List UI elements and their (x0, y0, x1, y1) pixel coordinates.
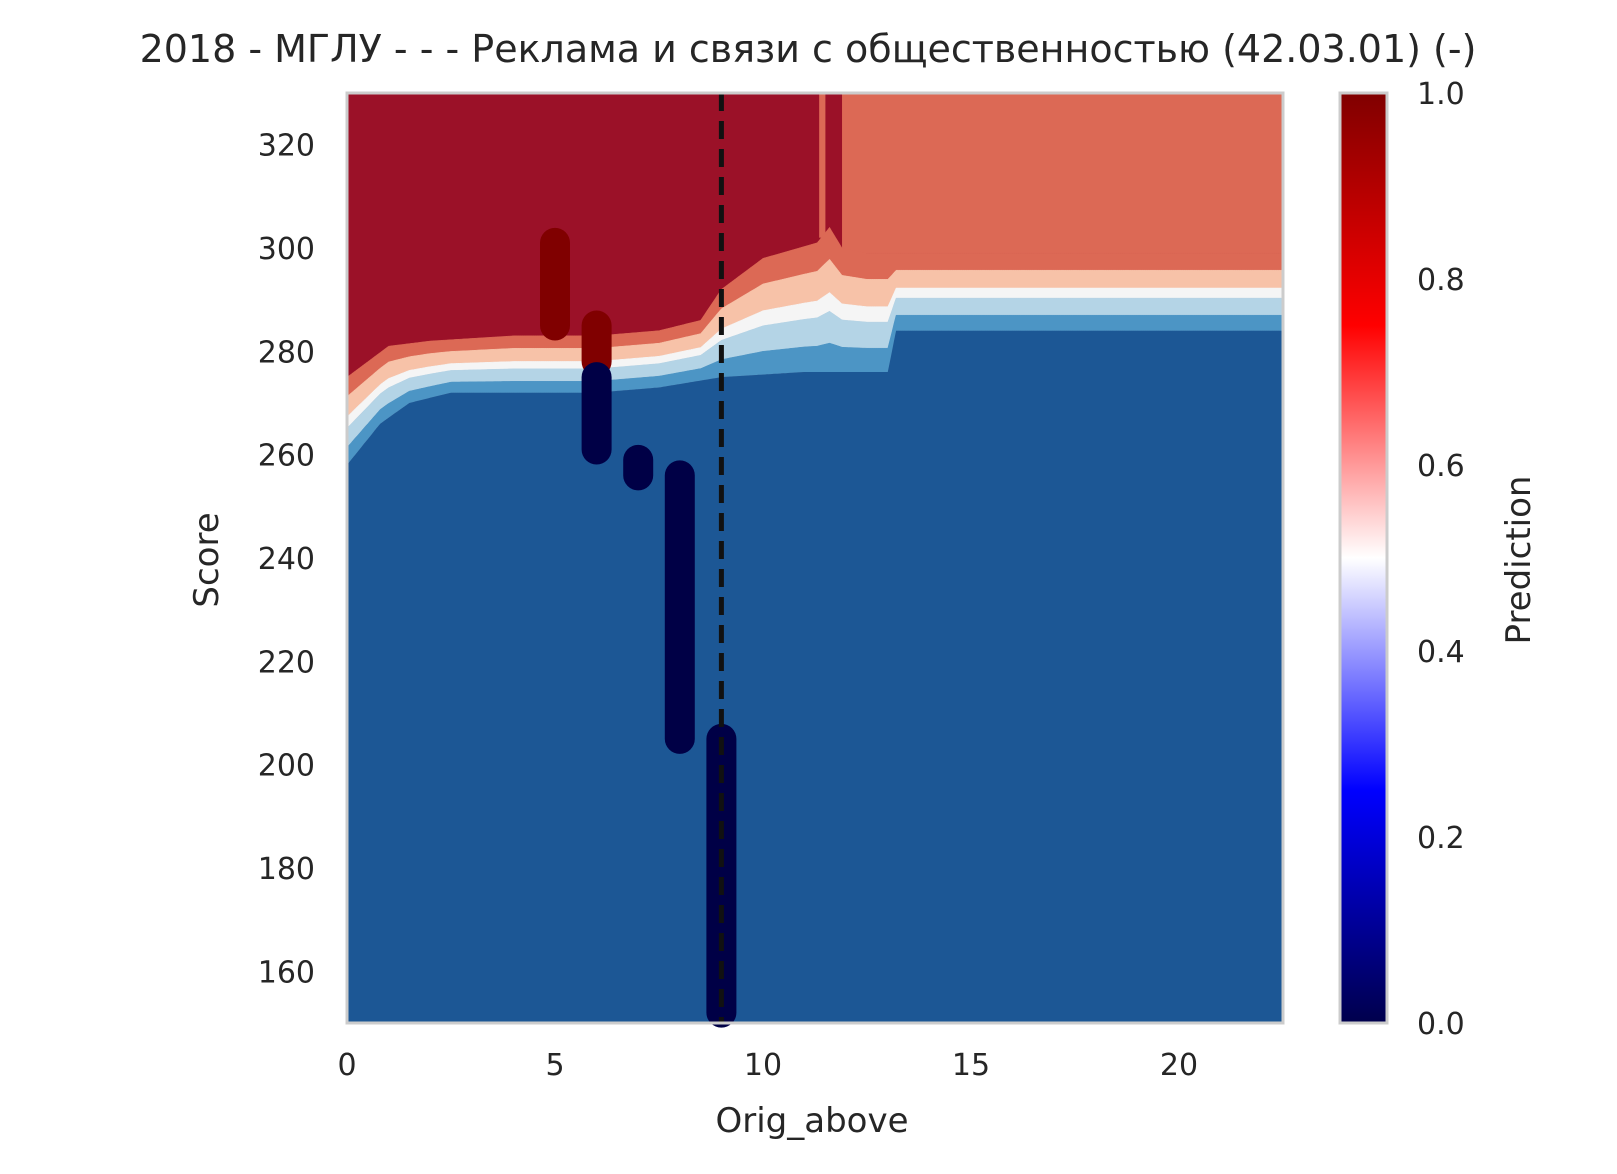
region-mid-high-sliver (819, 93, 826, 238)
colorbar-label: Prediction (1499, 476, 1539, 645)
colorbar: 0.0 0.2 0.4 0.6 0.8 1.0 (1338, 77, 1465, 1042)
y-axis-ticks: 160 180 200 220 240 260 280 300 320 (258, 129, 315, 991)
data-strip-positive-0 (540, 227, 570, 341)
plot-area (346, 93, 1284, 1023)
data-strip-negative-3 (623, 444, 654, 491)
colorbar-tick-label: 0.0 (1417, 1007, 1465, 1042)
x-tick-label: 0 (337, 1048, 356, 1083)
data-marks (345, 91, 1285, 1028)
region-low (347, 330, 1283, 1023)
data-strip-positive-1 (581, 310, 612, 377)
colorbar-gradient (1338, 91, 1389, 1025)
y-tick-label: 200 (258, 749, 315, 784)
y-axis-label: Score (187, 512, 227, 607)
x-tick-label: 5 (545, 1048, 564, 1083)
data-strip-negative-5 (706, 723, 737, 1028)
chart-title: 2018 - МГЛУ - - - Реклама и связи с обще… (140, 27, 1477, 71)
plot-frame (345, 91, 1285, 1025)
x-axis-label: Orig_above (715, 1101, 908, 1141)
region-mid-high-right (842, 93, 1283, 254)
x-tick-label: 20 (1160, 1048, 1198, 1083)
data-strip-negative-4 (664, 460, 695, 754)
colorbar-tick-label: 1.0 (1417, 77, 1465, 112)
x-tick-label: 10 (744, 1048, 782, 1083)
colorbar-tick-label: 0.4 (1417, 635, 1465, 670)
y-tick-label: 300 (258, 232, 315, 267)
y-tick-label: 280 (258, 335, 315, 370)
y-tick-label: 180 (258, 852, 315, 887)
x-axis-ticks: 0 5 10 15 20 (337, 1048, 1198, 1083)
y-tick-label: 240 (258, 542, 315, 577)
colorbar-tick-label: 0.8 (1417, 263, 1465, 298)
y-tick-label: 160 (258, 955, 315, 990)
y-tick-label: 260 (258, 439, 315, 474)
y-tick-label: 320 (258, 129, 315, 164)
y-tick-label: 220 (258, 645, 315, 680)
data-strip-negative-2 (581, 362, 612, 465)
x-tick-label: 15 (952, 1048, 990, 1083)
colorbar-tick-label: 0.6 (1417, 449, 1465, 484)
colorbar-tick-label: 0.2 (1417, 821, 1465, 856)
